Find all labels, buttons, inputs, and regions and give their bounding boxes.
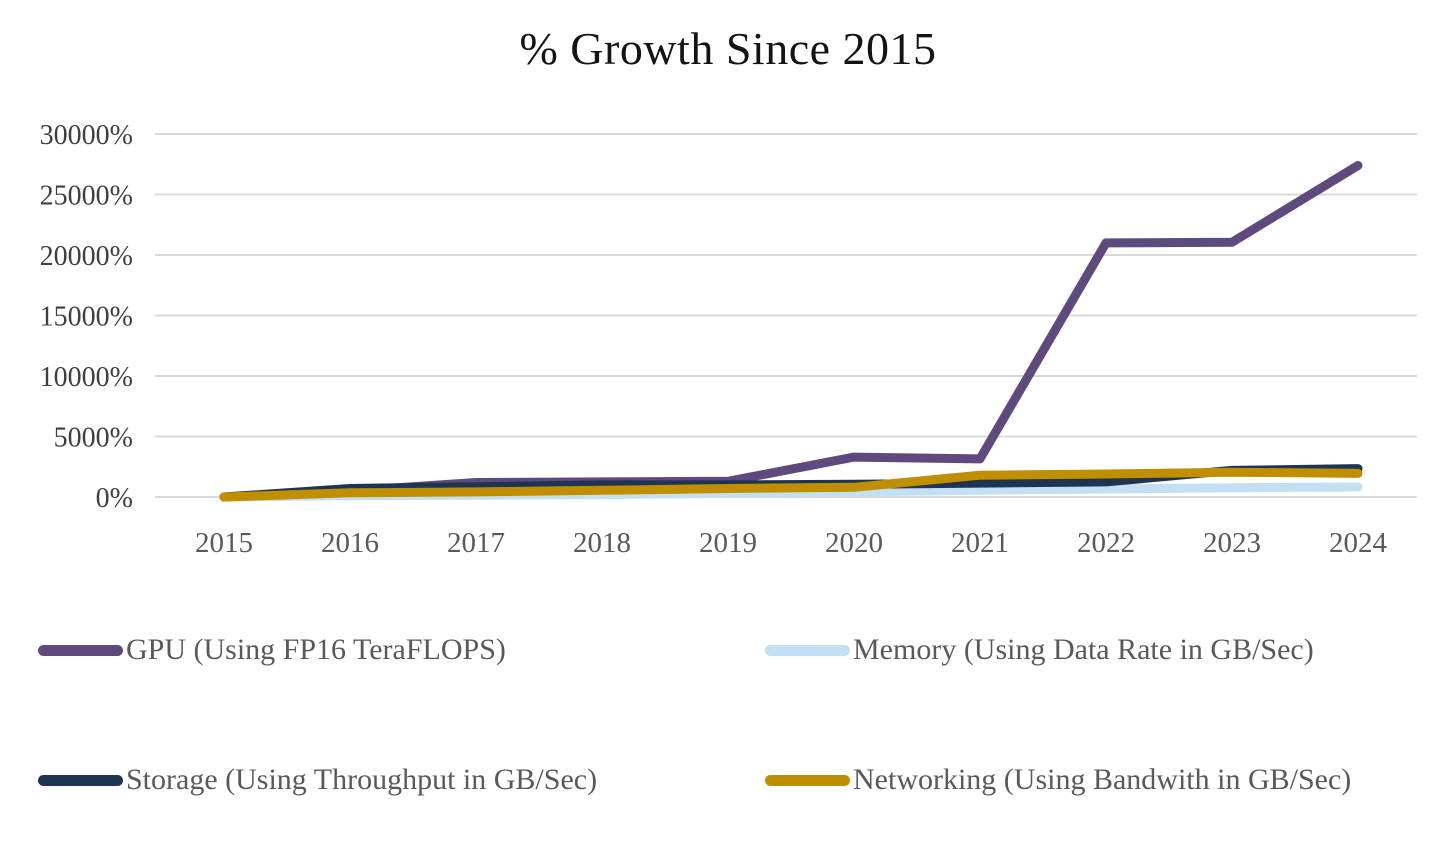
chart-legend: GPU (Using FP16 TeraFLOPS) Memory (Using…	[38, 622, 1450, 808]
legend-label-networking: Networking (Using Bandwith in GB/Sec)	[853, 763, 1352, 796]
x-axis-tick-label: 2015	[195, 527, 253, 559]
y-axis-tick-label: 30000%	[40, 120, 133, 151]
networking-line-swatch-icon	[765, 774, 850, 786]
x-axis-tick-label: 2017	[447, 527, 505, 559]
y-axis-tick-label: 25000%	[40, 181, 133, 212]
x-axis-tick-label: 2022	[1077, 527, 1135, 559]
legend-item-gpu: GPU (Using FP16 TeraFLOPS)	[38, 622, 765, 678]
y-axis-tick-label: 20000%	[40, 241, 133, 272]
legend-item-memory: Memory (Using Data Rate in GB/Sec)	[765, 622, 1450, 678]
x-axis-tick-label: 2023	[1203, 527, 1261, 559]
x-axis-tick-label: 2024	[1329, 527, 1388, 559]
x-axis-tick-label: 2019	[699, 527, 757, 559]
series-line-gpu	[219, 161, 1363, 502]
storage-line-swatch-icon	[38, 774, 123, 786]
x-axis-tick-label: 2016	[321, 527, 379, 559]
legend-item-storage: Storage (Using Throughput in GB/Sec)	[38, 752, 765, 808]
chart-title: % Growth Since 2015	[519, 23, 937, 74]
memory-line-swatch-icon	[765, 644, 850, 656]
legend-label-memory: Memory (Using Data Rate in GB/Sec)	[853, 633, 1314, 666]
legend-label-storage: Storage (Using Throughput in GB/Sec)	[126, 763, 598, 796]
x-axis-tick-label: 2021	[951, 527, 1009, 559]
legend-item-networking: Networking (Using Bandwith in GB/Sec)	[765, 752, 1450, 808]
legend-label-gpu: GPU (Using FP16 TeraFLOPS)	[126, 633, 506, 666]
y-axis-tick-label: 0%	[96, 483, 133, 514]
line-chart-plot-area: 0% 5000% 10000% 15000% 20000% 25000% 30000% 201…	[40, 120, 1417, 559]
x-axis-tick-label: 2018	[573, 527, 631, 559]
y-axis-tick-label: 10000%	[40, 362, 133, 393]
y-axis-tick-label: 15000%	[40, 302, 133, 333]
gpu-line-swatch-icon	[38, 644, 123, 656]
series-line-networking	[219, 467, 1363, 502]
x-axis-tick-label: 2020	[825, 527, 883, 559]
y-axis-tick-label: 5000%	[54, 423, 133, 454]
